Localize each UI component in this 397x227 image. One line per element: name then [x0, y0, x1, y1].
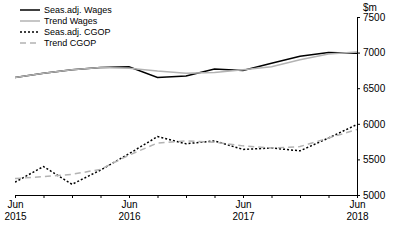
x-tick-mark	[129, 195, 130, 198]
y-tick-label: 7500	[363, 12, 386, 23]
legend-label: Trend Wages	[44, 16, 98, 26]
x-tick-label-part: 2017	[232, 211, 255, 222]
y-tick: 6000	[357, 119, 386, 130]
y-tick: 7000	[357, 47, 386, 58]
x-tick-label: Jun2017	[232, 199, 255, 222]
x-tick-mark	[15, 195, 16, 198]
x-tick-mark	[272, 195, 273, 198]
x-tick-mark	[215, 195, 216, 198]
legend-label: Trend CGOP	[44, 38, 96, 48]
lines	[15, 52, 357, 184]
series-line	[15, 52, 357, 78]
x-tick: Jun2015	[4, 195, 27, 222]
legend-swatch	[20, 9, 40, 11]
x-tick	[44, 195, 45, 198]
y-tick: 5000	[357, 190, 386, 201]
y-axis: 5000 5500 6000 6500 7000 7500	[357, 12, 386, 201]
x-tick: Jun2016	[118, 195, 141, 222]
legend-swatch	[20, 42, 40, 44]
y-axis-title: $m	[363, 2, 377, 13]
y-tick-label: 6000	[363, 119, 386, 130]
chart: Jun2015Jun2016Jun2017Jun2018500055006000…	[0, 0, 397, 227]
x-tick-label: Jun2018	[346, 199, 369, 222]
x-tick-label: Jun2015	[4, 199, 27, 222]
series-line	[15, 125, 357, 185]
x-tick-label-part: Jun	[7, 199, 23, 210]
x-tick-mark	[101, 195, 102, 198]
x-tick	[215, 195, 216, 198]
x-tick	[72, 195, 73, 198]
x-tick-mark	[243, 195, 244, 198]
y-tick-mark	[357, 53, 360, 54]
y-tick-mark	[357, 17, 360, 18]
legend-label: Seas.adj. Wages	[44, 5, 112, 15]
series-line	[15, 129, 357, 178]
x-tick-mark	[300, 195, 301, 198]
x-tick	[186, 195, 187, 198]
y-tick-mark	[357, 88, 360, 89]
x-tick	[300, 195, 301, 198]
series-line	[15, 53, 357, 78]
legend-swatch	[20, 31, 40, 33]
y-tick: 7500	[357, 12, 386, 23]
legend-label: Seas.adj. CGOP	[44, 27, 111, 37]
y-tick: 6500	[357, 83, 386, 94]
x-tick-label: Jun2016	[118, 199, 141, 222]
x-tick-label-part: Jun	[235, 199, 251, 210]
x-tick-label-part: Jun	[121, 199, 137, 210]
y-tick-label: 6500	[363, 83, 386, 94]
x-tick-label-part: 2015	[4, 211, 27, 222]
y-tick-mark	[357, 195, 360, 196]
x-tick	[272, 195, 273, 198]
y-tick-label: 5000	[363, 190, 386, 201]
x-tick	[101, 195, 102, 198]
y-tick-mark	[357, 124, 360, 125]
x-tick-mark	[329, 195, 330, 198]
plot: Jun2015Jun2016Jun2017Jun2018500055006000…	[4, 12, 385, 222]
x-tick-mark	[186, 195, 187, 198]
y-tick-mark	[357, 159, 360, 160]
legend: Seas.adj. WagesTrend WagesSeas.adj. CGOP…	[20, 5, 112, 48]
x-tick-mark	[158, 195, 159, 198]
y-tick: 5500	[357, 154, 386, 165]
x-tick-mark	[44, 195, 45, 198]
y-axis-line	[358, 18, 361, 196]
x-tick-mark	[72, 195, 73, 198]
x-tick-label-part: Jun	[349, 199, 365, 210]
x-tick-label-part: 2018	[346, 211, 369, 222]
x-axis-line	[16, 196, 358, 199]
x-axis: Jun2015Jun2016Jun2017Jun2018	[4, 195, 369, 222]
legend-swatch	[20, 20, 40, 22]
x-tick: Jun2017	[232, 195, 255, 222]
x-tick	[329, 195, 330, 198]
x-tick-label-part: 2016	[118, 211, 141, 222]
y-tick-label: 5500	[363, 154, 386, 165]
y-tick-label: 7000	[363, 47, 386, 58]
x-tick	[158, 195, 159, 198]
